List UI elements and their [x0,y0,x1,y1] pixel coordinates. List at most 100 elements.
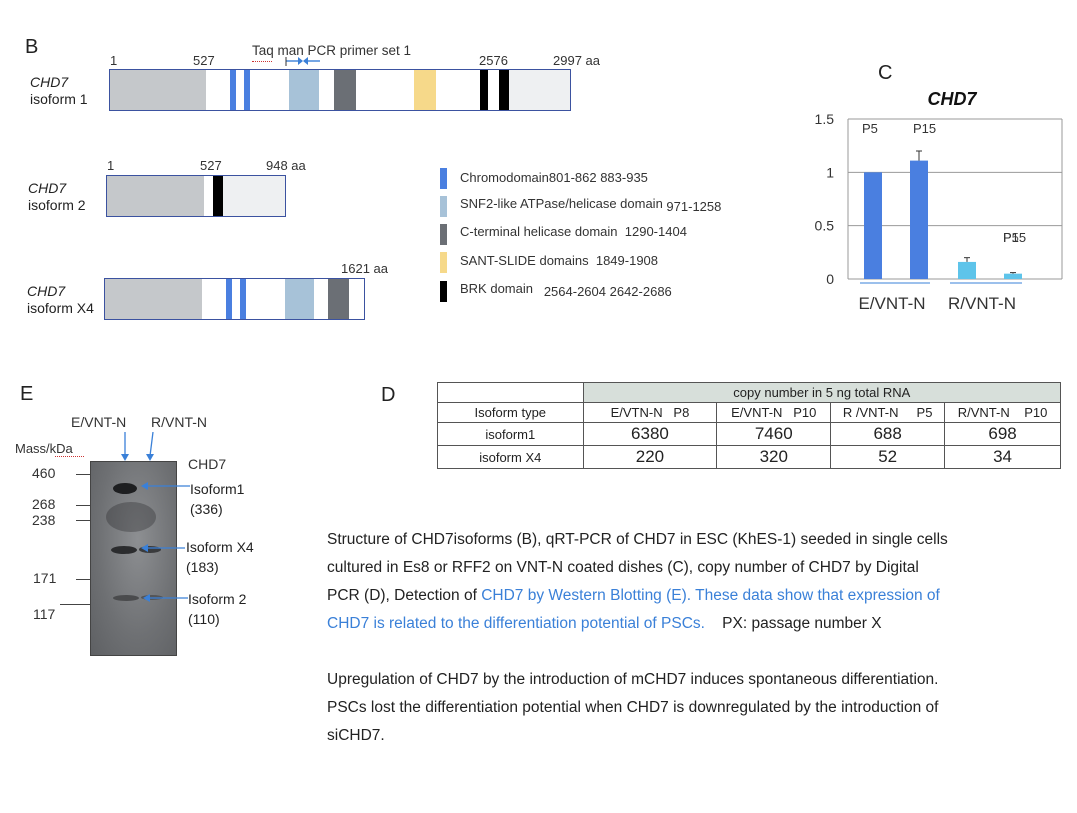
isoform1-sant [414,70,436,110]
isoform1-start: 1 [110,53,118,68]
bar-label-right: P15 [1003,230,1026,245]
caption-line: Upregulation of CHD7 by the introduction… [327,671,939,688]
lane1-label: E/VNT-N [71,414,127,430]
caption-paragraph-1: Structure of CHD7isoforms (B), qRT-PCR o… [327,526,1067,638]
legend-swatch-helicase [440,224,447,245]
x-category-label: E/VNT-N [858,294,925,313]
isoform2-end: 948 aa [266,158,306,173]
caption-line: PSCs lost the differentiation potential … [327,699,939,716]
marker-tick [60,604,90,605]
table-cell: 320 [716,445,832,469]
smear [106,502,156,532]
isoform1-nterm [110,70,206,110]
isoform1-chromo-2 [244,70,250,110]
isoform2-start: 1 [107,158,115,173]
copy-number-table: copy number in 5 ng total RNA Isoform ty… [437,382,1062,469]
table-cell: 220 [582,445,718,469]
isoform1-2576: 2576 [479,53,508,68]
isoform2-name: CHD7 isoform 2 [28,180,86,213]
bar-label-left: P15 [913,121,936,136]
isoform1-chromo-1 [230,70,236,110]
protein-label: CHD7 [188,456,227,472]
caption-line: siCHD7. [327,727,385,744]
panel-c-letter: C [878,62,893,84]
table-row: isoform1 6380 7460 688 698 [437,422,1061,446]
isoform1-name: CHD7 isoform 1 [30,74,88,107]
band-110-lane1 [113,595,139,601]
isoform2-nterm [107,176,204,216]
legend-swatch-snf2 [440,196,447,217]
chart-title: CHD7 [927,89,977,109]
bar-label-right: P5 [1003,230,1019,245]
band-183-lane1 [111,546,137,554]
table-row: isoform X4 220 320 52 34 [437,445,1061,469]
isoformx4-helicase [328,279,349,319]
legend-swatch-brk [440,281,447,302]
marker-268: 268 [32,496,56,512]
marker-tick [76,505,90,506]
marker-tick [76,520,90,521]
table-row-name: isoform1 [437,422,584,446]
isoformx4-chromo-1 [226,279,232,319]
legend-chromodomain: Chromodomain801-862 883-935 [460,170,648,185]
y-tick-label: 0.5 [815,218,835,234]
table-cell: 688 [830,422,946,446]
marker-tick [76,474,90,475]
table-cell: 34 [944,445,1061,469]
y-tick-label: 0 [826,271,834,287]
table-header-col4: R/VNT-N P10 [944,402,1061,423]
isoform1-cterm [509,70,570,110]
table-cell: 52 [830,445,946,469]
table-header-isoform: Isoform type [437,402,584,423]
panel-b-letter: B [25,36,39,58]
isoformx4-name: CHD7 isoform X4 [27,283,94,316]
table-cell: 698 [944,422,1061,446]
table-corner [437,382,584,403]
caption-line: PCR (D), Detection of CHD7 by Western Bl… [327,587,940,604]
mass-underline [55,456,84,457]
marker-117: 117 [33,606,56,622]
bar-1 [910,160,928,279]
table-header-col1: E/VTN-N P8 [582,402,718,423]
band-label-isoform1: Isoform1 (336) [190,481,245,517]
isoformx4-bar [104,278,365,320]
legend-swatch-sant [440,252,447,273]
panel-d-letter: D [381,384,396,406]
isoform1-brk-2 [499,70,509,110]
x-category-label: R/VNT-N [948,294,1016,313]
band-183-lane2 [139,546,161,553]
marker-tick [76,579,90,580]
table-cell: 6380 [582,422,718,446]
western-blot-image [90,461,177,656]
table-cell: 7460 [716,422,832,446]
band-label-isoformx4: Isoform X4 (183) [186,539,254,575]
isoformx4-snf2 [285,279,314,319]
legend-helicase: C-terminal helicase domain 1290-1404 [460,224,687,239]
lane2-label: R/VNT-N [151,414,207,430]
isoform2-cterm [223,176,285,216]
isoform1-bar [109,69,571,111]
marker-238: 238 [32,512,56,528]
primer-underline [252,60,272,62]
caption-paragraph-2: Upregulation of CHD7 by the introduction… [327,666,1067,750]
panel-e-letter: E [20,383,34,405]
bar-0 [864,172,882,279]
isoformx4-end: 1621 aa [341,261,388,276]
caption-line: CHD7 is related to the differentiation p… [327,615,882,632]
caption-line: cultured in Es8 or RFF2 on VNT-N coated … [327,559,919,576]
legend-snf2: SNF2-like ATPase/helicase domain 971-125… [460,196,722,214]
y-tick-label: 1 [826,164,834,180]
primer-label: Taq man PCR primer set 1 [252,43,412,58]
bar-label-left: P5 [862,121,878,136]
bar-3 [1004,273,1022,279]
table-header-col2: E/VNT-N P10 [716,402,832,423]
legend-swatch-chromodomain [440,168,447,189]
band-arrows-icon [141,482,190,602]
isoform1-527: 527 [193,53,215,68]
isoform1-snf2 [289,70,319,110]
isoformx4-nterm [105,279,202,319]
caption-line: Structure of CHD7isoforms (B), qRT-PCR o… [327,531,948,548]
isoform1-helicase [334,70,356,110]
table-row-name: isoform X4 [437,445,584,469]
